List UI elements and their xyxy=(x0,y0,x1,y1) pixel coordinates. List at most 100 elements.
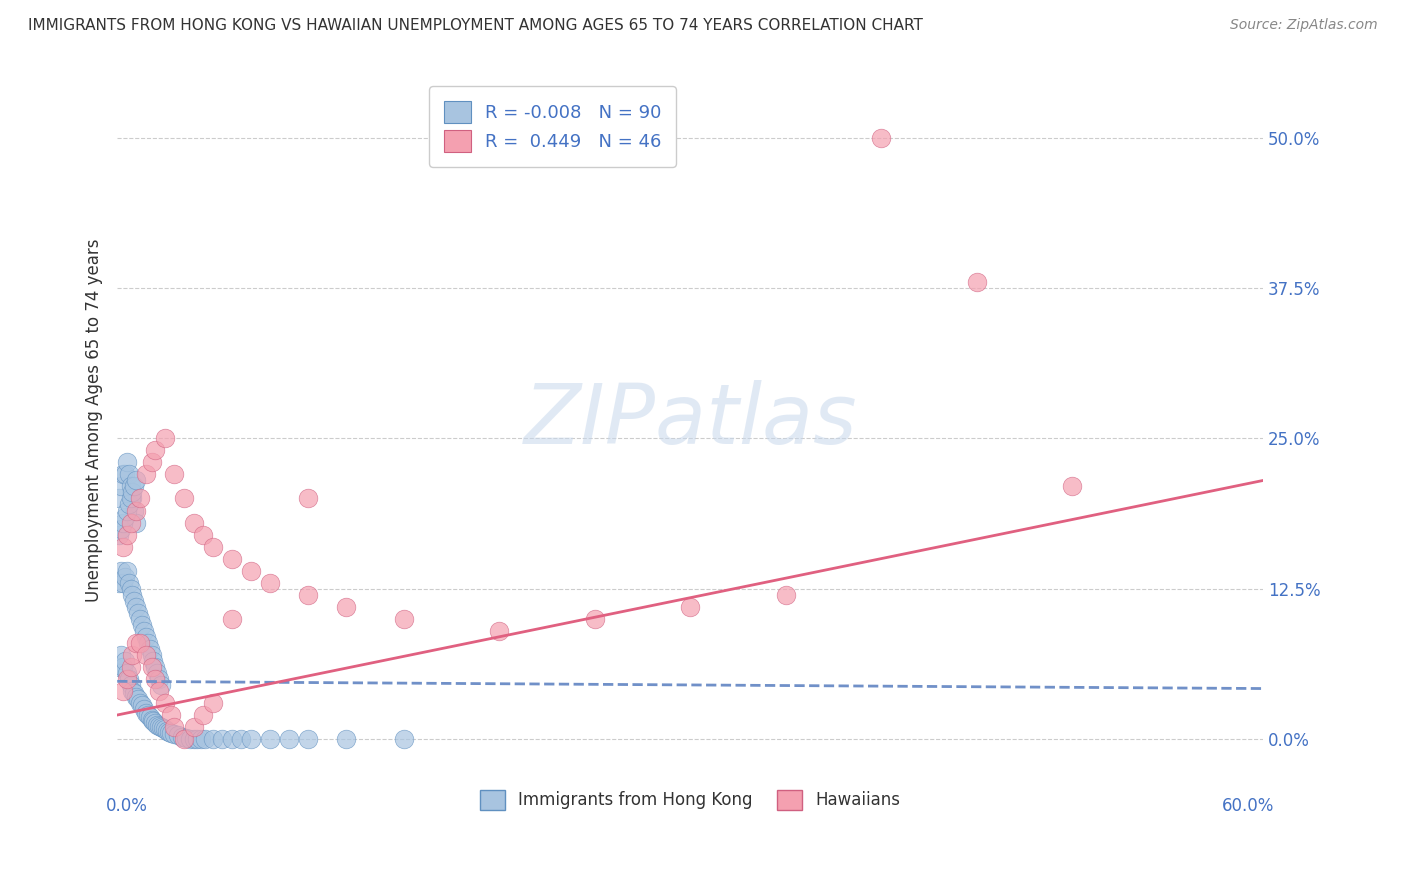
Point xyxy=(121,491,143,506)
Point xyxy=(115,665,138,680)
Point xyxy=(136,636,159,650)
Point xyxy=(108,575,131,590)
Point xyxy=(183,732,205,747)
Point xyxy=(115,455,138,469)
Point xyxy=(118,467,141,482)
Point xyxy=(131,698,153,713)
Point xyxy=(136,708,159,723)
Point xyxy=(583,612,606,626)
Point xyxy=(239,732,262,747)
Point xyxy=(679,599,702,614)
Point xyxy=(153,696,176,710)
Text: 60.0%: 60.0% xyxy=(1222,797,1275,815)
Point xyxy=(132,624,155,638)
Point xyxy=(125,503,148,517)
Point xyxy=(124,503,146,517)
Point xyxy=(211,732,233,747)
Point xyxy=(870,130,893,145)
Point xyxy=(125,516,148,530)
Point xyxy=(239,564,262,578)
Point xyxy=(148,684,170,698)
Point xyxy=(145,660,167,674)
Point xyxy=(1062,479,1084,493)
Point xyxy=(120,678,142,692)
Point xyxy=(111,540,134,554)
Point xyxy=(111,467,134,482)
Point xyxy=(141,455,163,469)
Point xyxy=(129,636,152,650)
Point xyxy=(118,672,141,686)
Point xyxy=(120,582,142,596)
Point xyxy=(221,612,243,626)
Point xyxy=(335,599,357,614)
Point xyxy=(129,696,152,710)
Text: Source: ZipAtlas.com: Source: ZipAtlas.com xyxy=(1230,18,1378,32)
Point xyxy=(110,648,132,662)
Point xyxy=(183,516,205,530)
Point xyxy=(121,588,143,602)
Point xyxy=(127,692,149,706)
Point xyxy=(138,710,160,724)
Point xyxy=(183,720,205,734)
Point xyxy=(201,540,224,554)
Point xyxy=(141,713,163,727)
Point xyxy=(157,724,180,739)
Point xyxy=(145,672,167,686)
Point xyxy=(153,723,176,737)
Point xyxy=(108,491,131,506)
Text: IMMIGRANTS FROM HONG KONG VS HAWAIIAN UNEMPLOYMENT AMONG AGES 65 TO 74 YEARS COR: IMMIGRANTS FROM HONG KONG VS HAWAIIAN UN… xyxy=(28,18,922,33)
Point xyxy=(110,479,132,493)
Point xyxy=(163,467,186,482)
Point xyxy=(135,648,157,662)
Point xyxy=(152,721,174,735)
Point xyxy=(125,599,148,614)
Point xyxy=(129,491,152,506)
Point xyxy=(115,503,138,517)
Point xyxy=(138,641,160,656)
Point xyxy=(114,509,136,524)
Point xyxy=(145,443,167,458)
Point xyxy=(115,527,138,541)
Point xyxy=(111,575,134,590)
Point xyxy=(392,732,415,747)
Point xyxy=(173,491,195,506)
Point xyxy=(153,431,176,445)
Point xyxy=(131,617,153,632)
Y-axis label: Unemployment Among Ages 65 to 74 years: Unemployment Among Ages 65 to 74 years xyxy=(86,238,103,602)
Point xyxy=(259,575,281,590)
Point xyxy=(125,474,148,488)
Point xyxy=(163,720,186,734)
Point xyxy=(201,696,224,710)
Point xyxy=(108,527,131,541)
Point xyxy=(148,672,170,686)
Point xyxy=(111,684,134,698)
Point xyxy=(167,729,190,743)
Point xyxy=(150,720,173,734)
Point xyxy=(966,275,988,289)
Point xyxy=(150,678,173,692)
Point xyxy=(118,498,141,512)
Point xyxy=(121,684,143,698)
Point xyxy=(135,706,157,720)
Point xyxy=(392,612,415,626)
Point xyxy=(120,479,142,493)
Point xyxy=(132,702,155,716)
Point xyxy=(124,593,146,607)
Point xyxy=(775,588,797,602)
Point xyxy=(148,719,170,733)
Point xyxy=(278,732,301,747)
Point xyxy=(124,479,146,493)
Point xyxy=(110,564,132,578)
Point xyxy=(221,732,243,747)
Point xyxy=(118,575,141,590)
Point xyxy=(174,731,197,745)
Text: 0.0%: 0.0% xyxy=(105,797,148,815)
Point xyxy=(121,648,143,662)
Point xyxy=(135,630,157,644)
Point xyxy=(114,654,136,668)
Point xyxy=(201,732,224,747)
Point xyxy=(488,624,510,638)
Point xyxy=(163,727,186,741)
Text: ZIPatlas: ZIPatlas xyxy=(523,380,858,461)
Point xyxy=(115,672,138,686)
